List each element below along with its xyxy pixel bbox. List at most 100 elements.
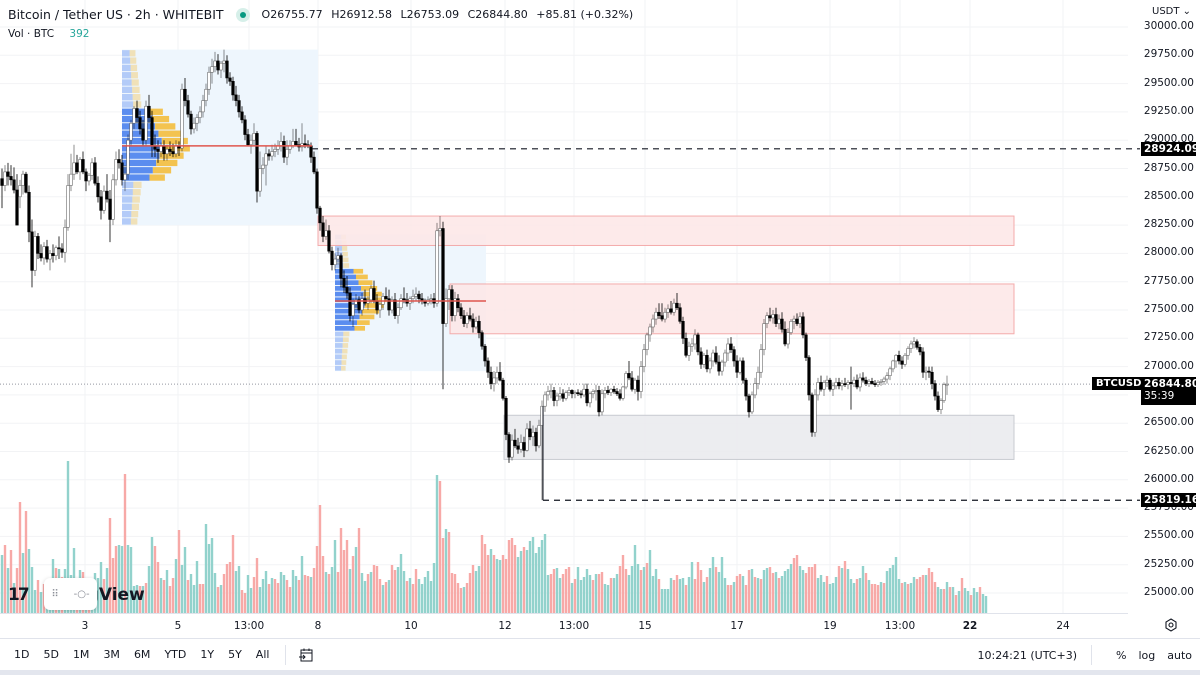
volume-bar	[507, 540, 511, 613]
volume-profile-bar-down	[355, 274, 368, 280]
candle-up	[21, 173, 25, 186]
range-button-1m[interactable]: 1M	[72, 648, 90, 661]
low-value: L26753.09	[400, 8, 460, 21]
candle-down	[372, 288, 376, 302]
volume-bar	[366, 574, 370, 613]
candle-down	[675, 302, 679, 309]
volume-bar	[624, 569, 628, 613]
candle-down	[774, 314, 778, 324]
volume-bar	[402, 571, 406, 613]
tradingview-logo[interactable]: 17 gView	[8, 585, 145, 605]
range-button-ytd[interactable]: YTD	[164, 648, 187, 661]
volume-profile-bar-up	[335, 360, 342, 365]
volume-bar	[900, 583, 904, 613]
candle-down	[768, 315, 772, 319]
volume-bar	[336, 572, 340, 613]
volume-bar	[258, 587, 262, 613]
range-button-1d[interactable]: 1D	[14, 648, 30, 661]
candle-up	[687, 345, 691, 356]
volume-bar	[522, 547, 526, 613]
volume-profile-bar-up	[122, 196, 133, 203]
candle-up	[48, 253, 52, 260]
percent-scale-button[interactable]: %	[1116, 648, 1127, 662]
candle-down	[747, 395, 751, 413]
candle-down	[321, 222, 325, 237]
range-button-5y[interactable]: 5Y	[228, 648, 242, 661]
currency-selector[interactable]: USDT ⌄	[1152, 6, 1192, 17]
range-button-6m[interactable]: 6M	[133, 648, 151, 661]
volume-profile-bar-up	[335, 331, 344, 337]
range-button-3m[interactable]: 3M	[103, 648, 120, 661]
scale-controls: 10:24:21 (UTC+3) % log auto	[977, 639, 1192, 671]
volume-bar	[846, 569, 850, 613]
volume-profile-bar-up	[122, 50, 130, 57]
candle-down	[615, 391, 619, 395]
candle-up	[723, 352, 727, 363]
volume-bar	[852, 583, 856, 613]
volume-bar	[981, 594, 985, 613]
log-scale-button[interactable]: log	[1138, 648, 1156, 662]
candle-up	[102, 190, 106, 211]
volume-bar	[789, 564, 793, 613]
volume-bar	[837, 566, 841, 613]
clock-timezone[interactable]: 10:24:21 (UTC+3)	[977, 648, 1077, 662]
range-button-all[interactable]: All	[255, 648, 270, 661]
candle-up	[444, 298, 448, 324]
volume-profile-bar-down	[148, 108, 163, 115]
volume-bar	[576, 567, 580, 613]
candle-up	[207, 71, 211, 90]
candle-up	[123, 173, 127, 181]
candle-down	[135, 108, 139, 118]
volume-bar	[720, 557, 724, 613]
auto-scale-button[interactable]: auto	[1167, 648, 1192, 662]
symbol-title[interactable]: Bitcoin / Tether US · 2h · WHITEBIT	[8, 7, 224, 22]
candle-down	[441, 228, 445, 324]
volume-bar	[504, 559, 508, 613]
volume-bar	[411, 584, 415, 613]
time-tick-label: 12	[498, 620, 512, 632]
candle-down	[597, 390, 601, 413]
candle-down	[120, 162, 124, 181]
time-tick-label: 10	[404, 620, 418, 632]
goto-date-icon[interactable]	[298, 647, 314, 663]
volume-profile-bar-down	[341, 354, 347, 360]
candle-up	[474, 321, 478, 328]
volume-profile-bar-down	[362, 308, 380, 314]
candle-down	[93, 162, 97, 184]
volume-bar	[318, 505, 322, 613]
range-button-1y[interactable]: 1Y	[200, 648, 215, 661]
candle-up	[942, 384, 946, 401]
candle-down	[828, 379, 832, 390]
candle-down	[477, 321, 481, 333]
price-tick-label: 27500.00	[1143, 303, 1194, 315]
volume-bar	[462, 587, 466, 613]
candle-up	[558, 393, 562, 397]
candle-up	[42, 246, 46, 259]
candle-down	[807, 357, 811, 396]
candle-down	[96, 182, 100, 198]
volume-bar	[828, 584, 832, 613]
candle-up	[165, 148, 169, 155]
candle-down	[612, 388, 616, 392]
time-tick-label: 13:00	[884, 620, 916, 632]
candle-up	[360, 298, 364, 311]
candle-down	[669, 308, 673, 313]
volume-profile-bar-up	[335, 274, 356, 280]
volume-legend[interactable]: Vol · BTC 392	[8, 28, 89, 40]
volume-profile-bar-down	[354, 325, 366, 331]
candle-up	[720, 361, 724, 372]
volume-bar	[915, 579, 919, 613]
line-tool-icon[interactable]: -○-	[73, 588, 90, 600]
volume-bar	[912, 577, 916, 613]
candle-down	[897, 354, 901, 362]
volume-bar	[18, 502, 22, 613]
candle-up	[594, 390, 598, 392]
floating-toolbar[interactable]: ⠿ -○-	[44, 578, 97, 610]
range-button-5d[interactable]: 5D	[43, 648, 59, 661]
settings-icon[interactable]	[1164, 618, 1178, 632]
volume-bar	[840, 568, 844, 613]
volume-bar	[30, 567, 34, 613]
drag-handle-icon[interactable]: ⠿	[51, 588, 59, 600]
volume-bar	[309, 577, 313, 613]
